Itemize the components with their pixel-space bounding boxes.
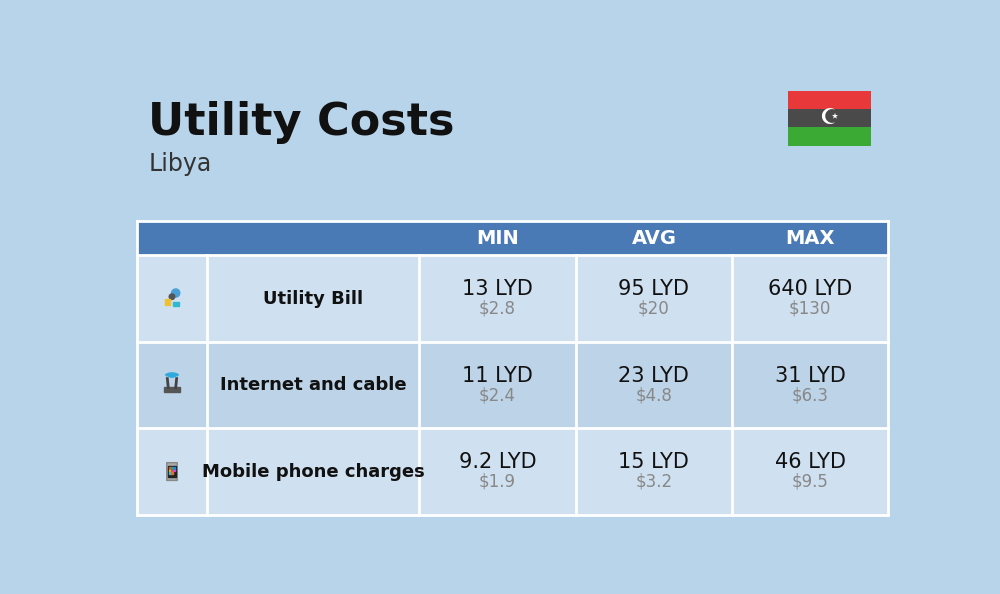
Text: Utility Bill: Utility Bill — [263, 289, 363, 308]
Bar — [173, 470, 175, 472]
Bar — [173, 467, 175, 469]
Bar — [165, 299, 170, 305]
Text: Libya: Libya — [148, 152, 212, 176]
Text: 95 LYD: 95 LYD — [618, 279, 689, 299]
Text: $3.2: $3.2 — [635, 473, 672, 491]
Text: MIN: MIN — [476, 229, 519, 248]
Text: 640 LYD: 640 LYD — [768, 279, 852, 299]
Circle shape — [169, 294, 175, 299]
Text: 31 LYD: 31 LYD — [775, 366, 846, 386]
Text: 13 LYD: 13 LYD — [462, 279, 533, 299]
Text: MAX: MAX — [785, 229, 835, 248]
Bar — [788, 128, 871, 146]
Bar — [168, 466, 176, 478]
Text: $20: $20 — [638, 299, 670, 318]
Text: $2.8: $2.8 — [479, 299, 516, 318]
FancyBboxPatch shape — [167, 463, 177, 481]
Bar — [137, 428, 888, 515]
Text: 46 LYD: 46 LYD — [775, 452, 846, 472]
Text: $4.8: $4.8 — [635, 386, 672, 404]
Text: AVG: AVG — [631, 229, 676, 248]
Text: 15 LYD: 15 LYD — [618, 452, 689, 472]
Bar — [169, 472, 171, 474]
Bar — [137, 222, 419, 255]
Text: $2.4: $2.4 — [479, 386, 516, 404]
Bar — [171, 470, 173, 472]
Text: Utility Costs: Utility Costs — [148, 100, 455, 144]
Bar — [164, 387, 180, 391]
Text: $130: $130 — [789, 299, 831, 318]
Bar — [169, 470, 171, 472]
Bar — [137, 255, 888, 342]
Bar — [137, 222, 888, 255]
Bar — [173, 302, 179, 306]
Bar — [788, 109, 871, 128]
Text: ☪: ☪ — [819, 108, 839, 128]
Text: 11 LYD: 11 LYD — [462, 366, 533, 386]
Text: $9.5: $9.5 — [792, 473, 829, 491]
Circle shape — [172, 289, 180, 297]
Bar — [788, 90, 871, 109]
Bar — [169, 467, 171, 469]
Text: 23 LYD: 23 LYD — [618, 366, 689, 386]
Bar — [171, 467, 173, 469]
Bar — [137, 342, 888, 428]
Text: 9.2 LYD: 9.2 LYD — [459, 452, 536, 472]
Bar — [171, 472, 173, 474]
Text: Mobile phone charges: Mobile phone charges — [202, 463, 425, 481]
Text: Internet and cable: Internet and cable — [220, 376, 407, 394]
Text: $6.3: $6.3 — [792, 386, 829, 404]
Text: $1.9: $1.9 — [479, 473, 516, 491]
